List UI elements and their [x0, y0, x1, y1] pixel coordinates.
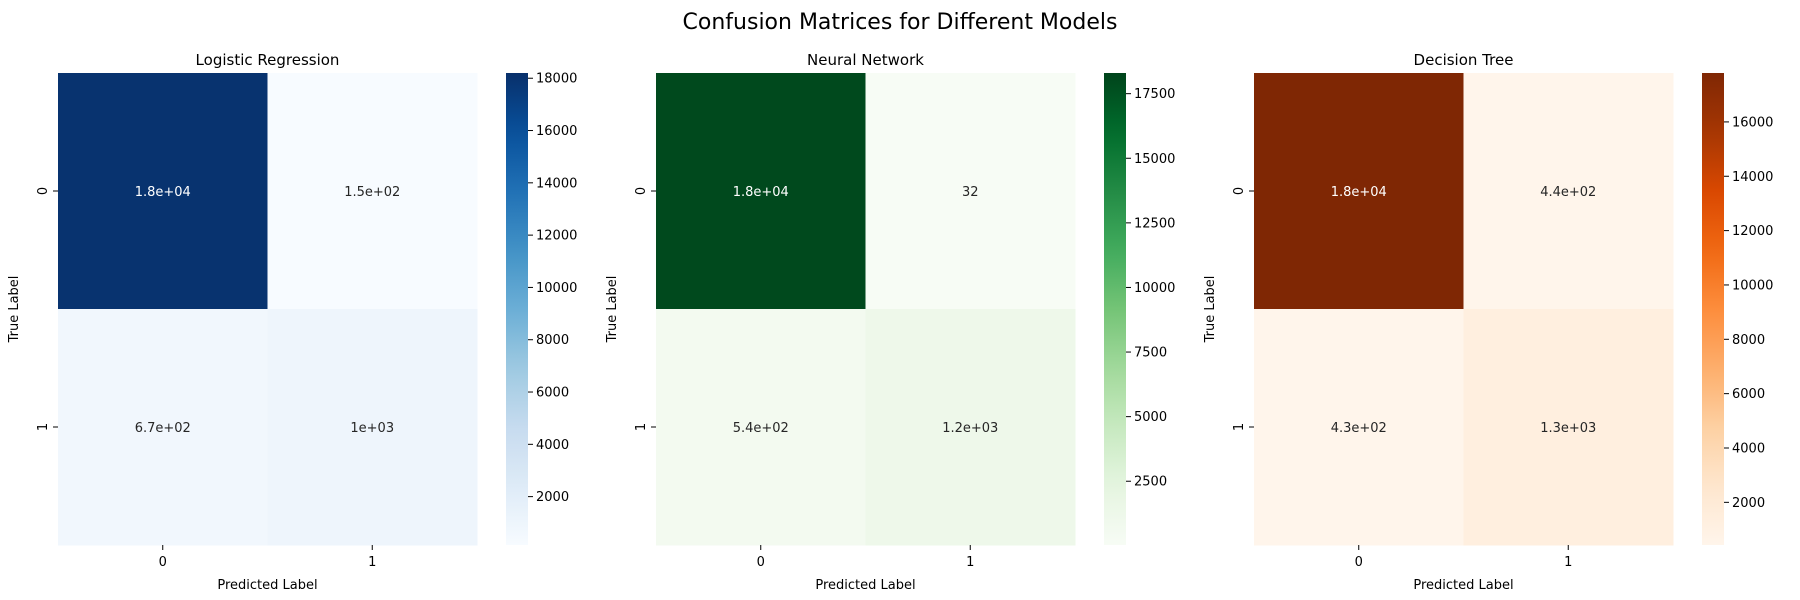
colorbar-tick-label: 4000 — [536, 438, 569, 453]
y-axis-label: True Label — [1203, 276, 1218, 344]
y-tick-label: 0 — [36, 187, 51, 195]
heatmap-cell — [267, 73, 478, 310]
x-tick-label: 1 — [368, 555, 376, 570]
heatmap-cell — [267, 309, 478, 546]
cell-annotation: 1.2e+03 — [942, 421, 998, 436]
cell-annotation: 32 — [962, 185, 979, 200]
cell-annotation: 1.3e+03 — [1540, 421, 1596, 436]
x-tick-label: 0 — [159, 555, 167, 570]
panel-title: Decision Tree — [1414, 51, 1514, 69]
colorbar-tick-label: 2000 — [536, 490, 569, 505]
heatmap-cell — [865, 309, 1076, 546]
cell-annotation: 1e+03 — [350, 421, 394, 436]
cell-annotation: 1.5e+02 — [344, 185, 400, 200]
y-axis-label: True Label — [605, 276, 620, 344]
heatmap-panel-3: Decision Tree 1.8e+04 4.4e+02 4.3e+02 1.3e+0… — [1203, 51, 1773, 593]
colorbar-tick-label: 17500 — [1134, 87, 1175, 102]
cell-annotation: 5.4e+02 — [733, 421, 789, 436]
colorbar-tick-label: 18000 — [536, 72, 577, 87]
colorbar-tick-label: 7500 — [1134, 346, 1167, 361]
heatmap-cell — [1463, 309, 1674, 546]
cell-annotation: 4.4e+02 — [1540, 185, 1596, 200]
y-axis-label: True Label — [7, 276, 22, 344]
colorbar — [1104, 73, 1126, 545]
colorbar-tick-label: 4000 — [1732, 441, 1765, 456]
colorbar-tick-label: 12000 — [1732, 224, 1773, 239]
colorbar-tick-label: 12500 — [1134, 216, 1175, 231]
panel-title: Neural Network — [807, 51, 924, 69]
heatmap-cell — [1254, 73, 1464, 310]
colorbar-tick-label: 12000 — [536, 229, 577, 244]
colorbar-tick-label: 2000 — [1732, 496, 1765, 511]
colorbar-tick-label: 10000 — [1732, 278, 1773, 293]
colorbar-tick-label: 16000 — [536, 124, 577, 139]
colorbar-tick-label: 5000 — [1134, 410, 1167, 425]
colorbar-tick-label: 16000 — [1732, 115, 1773, 130]
colorbar-tick-label: 14000 — [536, 176, 577, 191]
y-tick-label: 1 — [1232, 423, 1247, 431]
cell-annotation: 1.8e+04 — [733, 185, 789, 200]
x-axis-label: Predicted Label — [217, 578, 317, 593]
y-tick-label: 0 — [634, 187, 649, 195]
cell-annotation: 1.8e+04 — [1331, 185, 1387, 200]
colorbar-tick-label: 10000 — [536, 281, 577, 296]
heatmap-cell — [656, 309, 866, 546]
heatmap-cell — [1254, 309, 1464, 546]
x-tick-label: 1 — [966, 555, 974, 570]
heatmap-cell — [58, 309, 268, 546]
colorbar-tick-label: 8000 — [1732, 333, 1765, 348]
colorbar — [506, 73, 528, 545]
y-tick-label: 1 — [634, 423, 649, 431]
x-tick-label: 0 — [1355, 555, 1363, 570]
colorbar-tick-label: 6000 — [536, 386, 569, 401]
colorbar-tick-label: 6000 — [1732, 387, 1765, 402]
heatmap-panel-2: Neural Network 1.8e+04 32 5.4e+02 1.2e+03 0 1 P… — [605, 51, 1175, 593]
colorbar-tick-label: 8000 — [536, 333, 569, 348]
heatmap-cell — [865, 73, 1076, 310]
colorbar-tick-label: 15000 — [1134, 152, 1175, 167]
heatmap-cell — [58, 73, 268, 310]
cell-annotation: 6.7e+02 — [135, 421, 191, 436]
cell-annotation: 1.8e+04 — [135, 185, 191, 200]
x-axis-label: Predicted Label — [815, 578, 915, 593]
heatmap-cell — [656, 73, 866, 310]
x-tick-label: 1 — [1564, 555, 1572, 570]
heatmap-panel-1: Logistic Regression 1.8e+04 1.5e+02 6.7e+02… — [7, 51, 577, 593]
colorbar — [1702, 73, 1724, 545]
x-axis-label: Predicted Label — [1413, 578, 1513, 593]
colorbar-tick-label: 10000 — [1134, 281, 1175, 296]
figure-title: Confusion Matrices for Different Models — [682, 10, 1118, 35]
panel-title: Logistic Regression — [196, 51, 340, 69]
heatmap-cell — [1463, 73, 1674, 310]
cell-annotation: 4.3e+02 — [1331, 421, 1387, 436]
y-tick-label: 1 — [36, 423, 51, 431]
colorbar-tick-label: 14000 — [1732, 170, 1773, 185]
x-tick-label: 0 — [757, 555, 765, 570]
colorbar-tick-label: 2500 — [1134, 475, 1167, 490]
y-tick-label: 0 — [1232, 187, 1247, 195]
